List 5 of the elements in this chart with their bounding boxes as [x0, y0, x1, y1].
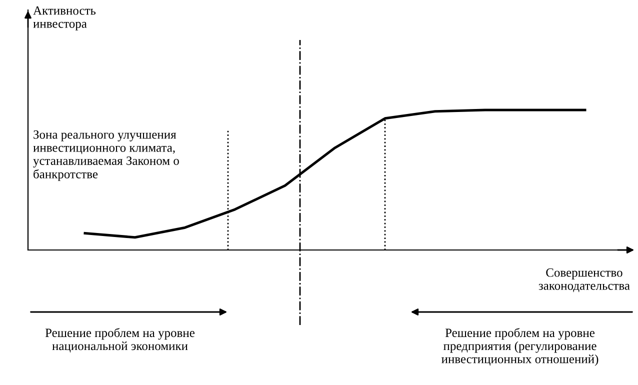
text: Решение проблем на уровне национальной экономики: [45, 328, 194, 352]
text: Активность инвестора: [33, 6, 96, 30]
x-axis-title: Совершенство законодательства: [538, 268, 630, 292]
annotation: Зона реального улучшения инвестиционного климата, устанавливаемая Законом о банкротстве: [33, 130, 179, 181]
text: Решение проблем на уровне предприятия (регулирование инвестиционных отношений): [442, 328, 598, 366]
